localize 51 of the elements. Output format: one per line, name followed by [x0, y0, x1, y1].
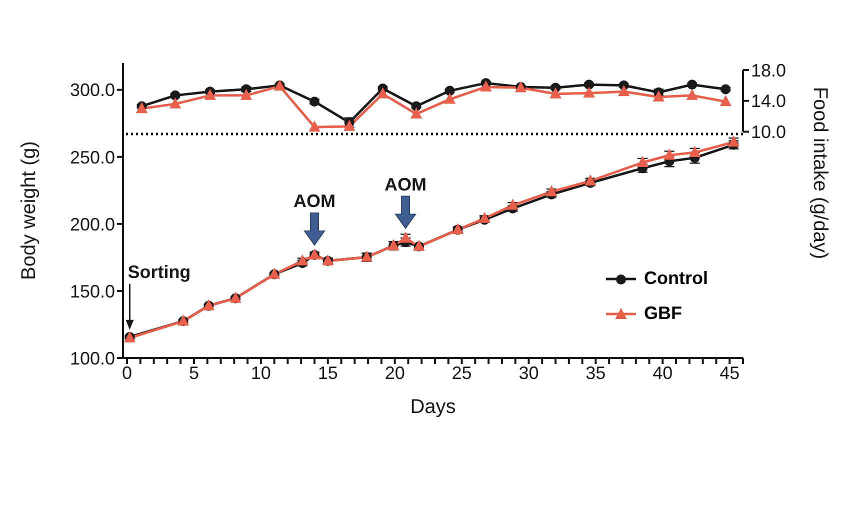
point — [689, 146, 700, 157]
y2-axis-title: Food intake (g/day) — [808, 86, 831, 260]
point — [686, 89, 698, 100]
point — [240, 89, 252, 100]
y-tick-label: 150.0 — [70, 281, 115, 302]
y-tick-label: 200.0 — [70, 214, 115, 234]
point — [377, 88, 388, 98]
point — [720, 84, 731, 94]
point — [400, 232, 412, 243]
x-tick-label: 30 — [518, 362, 539, 383]
point — [170, 90, 180, 100]
point — [653, 90, 664, 102]
y-axis-title: Body weight (g) — [18, 141, 40, 280]
y-tick-label: 250.0 — [70, 147, 115, 168]
legend-label: Control — [644, 268, 708, 289]
x-tick-label: 5 — [188, 362, 199, 383]
point — [410, 108, 422, 118]
point — [550, 88, 562, 98]
point — [687, 80, 698, 90]
point — [546, 186, 558, 196]
point — [308, 121, 320, 132]
point — [296, 254, 308, 266]
annotation: AOM — [293, 191, 336, 212]
point — [584, 80, 594, 90]
y2-tick-label: 10.0 — [751, 122, 786, 142]
x-tick-label: 40 — [652, 362, 673, 383]
annotation: Sorting — [128, 262, 191, 282]
y2-tick-label: 18.0 — [751, 60, 786, 80]
point — [344, 120, 355, 131]
point — [618, 86, 630, 96]
y-tick-label: 300.0 — [70, 80, 115, 100]
legend-label: GBF — [644, 303, 682, 324]
point — [480, 80, 492, 92]
x-tick-label: 35 — [586, 362, 606, 383]
x-tick-label: 20 — [384, 362, 405, 383]
x-axis-title: Days — [410, 396, 456, 418]
point — [507, 199, 518, 210]
annotation: AOM — [384, 174, 427, 194]
x-tick-label: 15 — [318, 362, 338, 383]
point — [411, 101, 422, 112]
y2-tick-label: 14.0 — [751, 91, 786, 112]
x-tick-label: 10 — [250, 362, 271, 383]
x-tick-label: 0 — [122, 362, 132, 383]
point — [479, 212, 490, 223]
point — [444, 86, 455, 96]
point — [720, 96, 732, 106]
point — [204, 89, 216, 100]
y-tick-label: 100.0 — [70, 348, 115, 368]
point — [584, 175, 596, 186]
x-tick-label: 45 — [720, 362, 740, 383]
x-tick-label: 25 — [452, 362, 472, 383]
